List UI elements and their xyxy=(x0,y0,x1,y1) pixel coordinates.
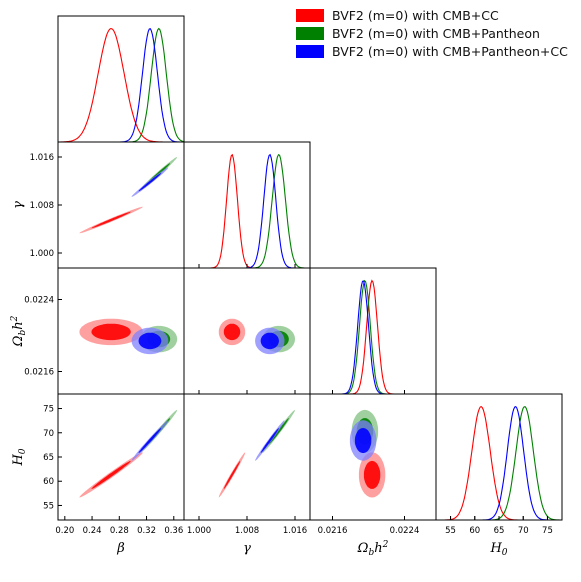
posterior-line-series-0 xyxy=(310,279,436,394)
x-tick-label-beta: 0.28 xyxy=(110,526,129,536)
x-tick-label-H0: 75 xyxy=(542,526,553,536)
x-tick-label-beta: 0.24 xyxy=(83,526,102,536)
contour-68-series-2 xyxy=(138,428,162,453)
panel-1d-omega_b_h2 xyxy=(310,279,436,394)
panel-frame xyxy=(183,393,311,521)
posterior-line-series-1 xyxy=(310,279,436,394)
x-tick-label-H0: 65 xyxy=(494,526,505,536)
legend-item: BVF2 (m=0) with CMB+Pantheon xyxy=(296,24,568,42)
y-tick-label-gamma: 1.016 xyxy=(30,153,54,163)
y-axis-label-gamma: γ xyxy=(11,201,26,209)
x-axis-label-beta: β xyxy=(116,541,125,556)
legend-item: BVF2 (m=0) with CMB+CC xyxy=(296,6,568,24)
contour-68-series-0 xyxy=(223,323,241,341)
x-tick-label-gamma: 1.008 xyxy=(235,526,259,536)
panel-2d-beta-H0 xyxy=(79,410,178,498)
y-tick-label-gamma: 1.000 xyxy=(30,249,54,259)
panel-2d-gamma-omega_b_h2 xyxy=(218,318,295,355)
x-tick-label-H0: 70 xyxy=(518,526,529,536)
legend-swatch-1 xyxy=(296,26,324,40)
y-tick-label-H0: 70 xyxy=(43,429,54,439)
legend-label-0: BVF2 (m=0) with CMB+CC xyxy=(332,7,499,23)
legend-label-1: BVF2 (m=0) with CMB+Pantheon xyxy=(332,25,540,41)
posterior-line-series-1 xyxy=(184,153,310,268)
panel-1d-gamma xyxy=(184,153,310,268)
panel-1d-beta xyxy=(58,27,184,142)
posterior-line-series-2 xyxy=(436,406,562,520)
posterior-line-series-0 xyxy=(184,153,310,268)
contour-68-series-2 xyxy=(138,173,162,192)
panel-2d-beta-omega_b_h2 xyxy=(79,318,178,355)
contour-68-series-2 xyxy=(354,428,372,453)
contour-68-series-0 xyxy=(363,460,381,489)
posterior-line-series-2 xyxy=(310,280,436,394)
x-tick-label-gamma: 1.016 xyxy=(283,526,307,536)
x-tick-label-gamma: 1.000 xyxy=(187,526,211,536)
y-tick-label-omega_b_h2: 0.0216 xyxy=(24,368,54,378)
panel-frame xyxy=(57,393,185,521)
contour-68-series-0 xyxy=(91,460,131,489)
x-tick-label-beta: 0.36 xyxy=(164,526,183,536)
x-axis-label-omega_b_h2: Ωbh2 xyxy=(357,540,389,558)
y-tick-label-H0: 60 xyxy=(43,477,54,487)
panel-1d-H0 xyxy=(436,405,562,520)
x-tick-label-beta: 0.32 xyxy=(137,526,156,536)
contour-68-series-0 xyxy=(223,460,241,489)
legend-swatch-0 xyxy=(296,8,324,22)
legend: BVF2 (m=0) with CMB+CC BVF2 (m=0) with C… xyxy=(296,6,568,60)
x-tick-label-omega_b_h2: 0.0216 xyxy=(318,526,348,536)
contour-68-series-0 xyxy=(91,211,131,229)
x-tick-label-omega_b_h2: 0.0224 xyxy=(390,526,420,536)
y-tick-label-H0: 55 xyxy=(43,501,54,511)
x-tick-label-H0: 60 xyxy=(469,526,480,536)
panel-2d-omega_b_h2-H0 xyxy=(349,409,386,498)
panel-2d-beta-gamma xyxy=(79,157,178,234)
contour-68-series-2 xyxy=(260,428,279,453)
x-tick-label-beta: 0.20 xyxy=(55,526,74,536)
y-axis-label-H0: H0 xyxy=(11,448,28,466)
posterior-line-series-2 xyxy=(58,28,184,142)
y-axis-label-omega_b_h2: Ωbh2 xyxy=(10,315,28,347)
x-tick-label-H0: 55 xyxy=(445,526,456,536)
panel-frame xyxy=(57,15,185,143)
y-tick-label-omega_b_h2: 0.0224 xyxy=(24,296,54,306)
posterior-line-series-1 xyxy=(58,27,184,142)
posterior-line-series-0 xyxy=(58,28,184,142)
contour-68-series-0 xyxy=(91,323,131,341)
contour-68-series-1 xyxy=(268,418,289,445)
y-tick-label-gamma: 1.008 xyxy=(30,201,54,211)
contour-68-series-2 xyxy=(138,332,162,350)
legend-item: BVF2 (m=0) with CMB+Pantheon+CC xyxy=(296,42,568,60)
panel-2d-gamma-H0 xyxy=(218,410,295,498)
y-tick-label-H0: 75 xyxy=(43,405,54,415)
contour-68-series-2 xyxy=(260,332,279,350)
y-tick-label-H0: 65 xyxy=(43,453,54,463)
x-axis-label-gamma: γ xyxy=(243,541,251,556)
panel-frame xyxy=(57,141,185,269)
x-axis-label-H0: H0 xyxy=(489,541,507,558)
legend-label-2: BVF2 (m=0) with CMB+Pantheon+CC xyxy=(332,43,568,59)
legend-swatch-2 xyxy=(296,44,324,58)
posterior-line-series-2 xyxy=(184,153,310,268)
